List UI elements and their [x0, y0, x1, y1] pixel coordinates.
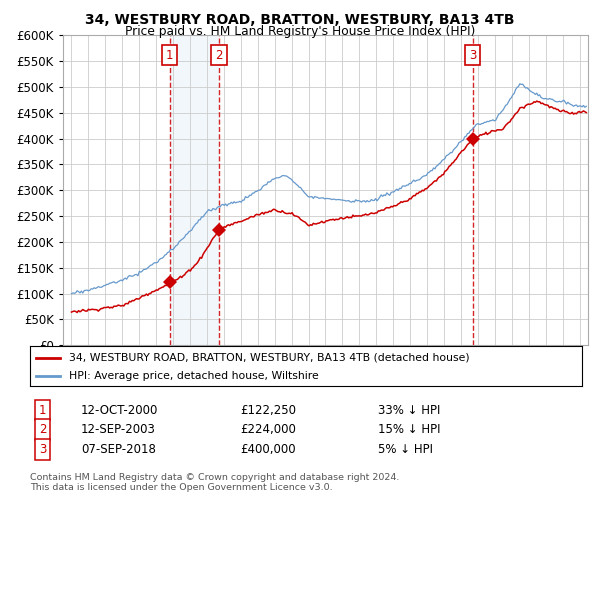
Text: Contains HM Land Registry data © Crown copyright and database right 2024.: Contains HM Land Registry data © Crown c…: [30, 473, 400, 482]
Text: 5% ↓ HPI: 5% ↓ HPI: [378, 443, 433, 456]
Text: 15% ↓ HPI: 15% ↓ HPI: [378, 423, 440, 436]
Text: 1: 1: [39, 404, 47, 417]
Text: 3: 3: [39, 443, 46, 456]
Text: £224,000: £224,000: [240, 423, 296, 436]
Text: HPI: Average price, detached house, Wiltshire: HPI: Average price, detached house, Wilt…: [68, 371, 319, 381]
Text: Price paid vs. HM Land Registry's House Price Index (HPI): Price paid vs. HM Land Registry's House …: [125, 25, 475, 38]
Text: 12-OCT-2000: 12-OCT-2000: [81, 404, 158, 417]
Text: 34, WESTBURY ROAD, BRATTON, WESTBURY, BA13 4TB: 34, WESTBURY ROAD, BRATTON, WESTBURY, BA…: [85, 13, 515, 27]
Text: 2: 2: [39, 423, 47, 436]
Text: 1: 1: [166, 48, 173, 61]
Text: This data is licensed under the Open Government Licence v3.0.: This data is licensed under the Open Gov…: [30, 483, 332, 491]
Text: 34, WESTBURY ROAD, BRATTON, WESTBURY, BA13 4TB (detached house): 34, WESTBURY ROAD, BRATTON, WESTBURY, BA…: [68, 353, 469, 363]
Text: £400,000: £400,000: [240, 443, 296, 456]
Bar: [170, 35, 219, 345]
Text: 07-SEP-2018: 07-SEP-2018: [81, 443, 156, 456]
Text: 2: 2: [215, 48, 223, 61]
Text: 3: 3: [469, 48, 476, 61]
Text: 12-SEP-2003: 12-SEP-2003: [81, 423, 156, 436]
Text: 33% ↓ HPI: 33% ↓ HPI: [378, 404, 440, 417]
Text: £122,250: £122,250: [240, 404, 296, 417]
